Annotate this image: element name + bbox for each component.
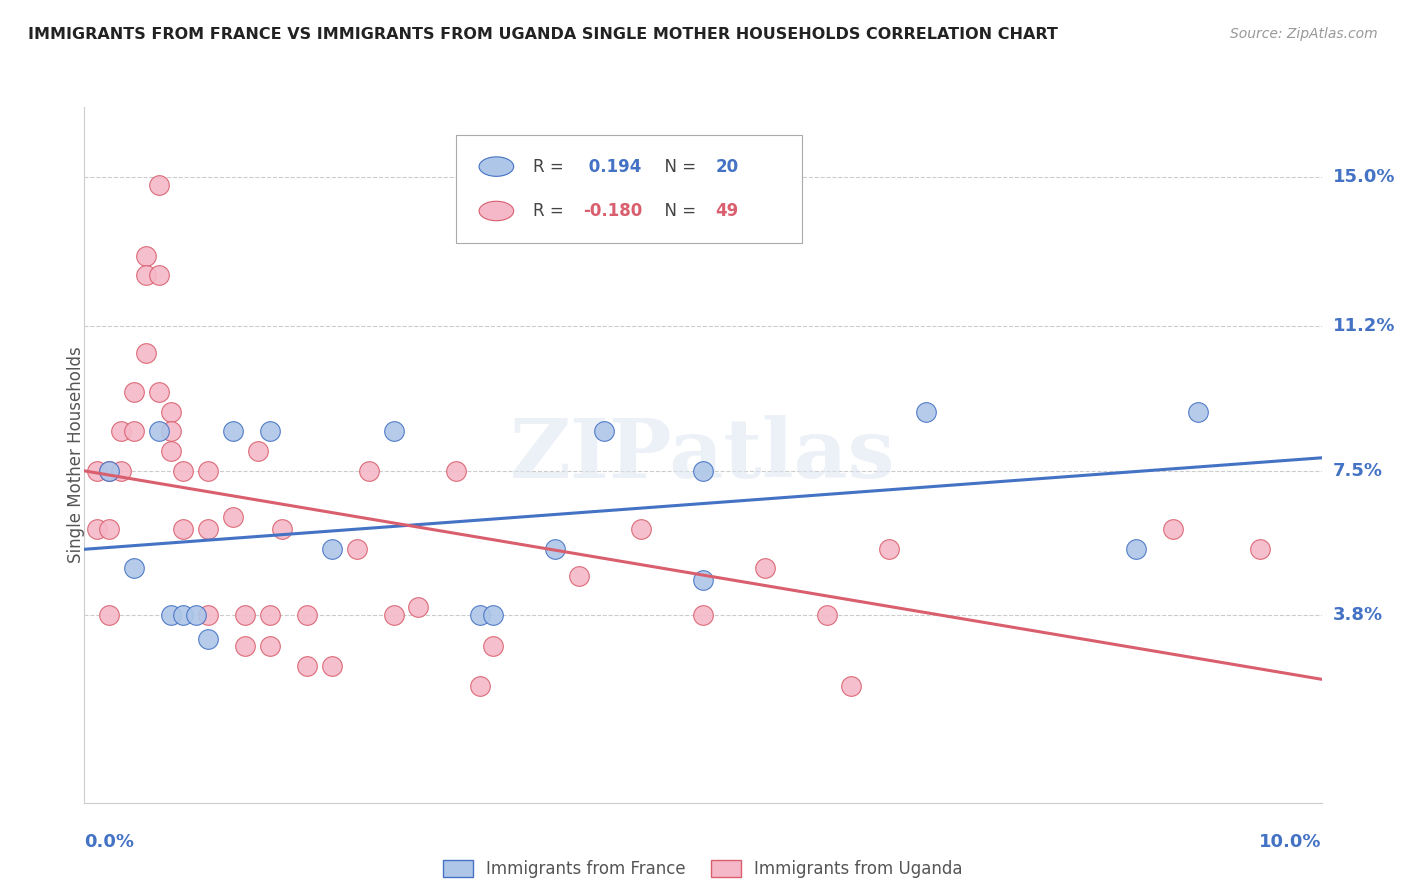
Text: N =: N =	[654, 202, 700, 220]
Point	[1125, 541, 1147, 556]
Point	[346, 541, 368, 556]
Text: 15.0%: 15.0%	[1333, 169, 1395, 186]
Point	[259, 425, 281, 439]
Point	[148, 178, 170, 193]
Point	[160, 425, 183, 439]
Point	[914, 405, 936, 419]
Point	[222, 425, 245, 439]
Point	[382, 608, 405, 623]
Point	[481, 640, 503, 654]
Point	[148, 425, 170, 439]
Point	[86, 464, 108, 478]
Text: -0.180: -0.180	[583, 202, 643, 220]
Point	[271, 522, 294, 536]
Point	[259, 640, 281, 654]
Text: IMMIGRANTS FROM FRANCE VS IMMIGRANTS FROM UGANDA SINGLE MOTHER HOUSEHOLDS CORREL: IMMIGRANTS FROM FRANCE VS IMMIGRANTS FRO…	[28, 27, 1057, 42]
Point	[295, 659, 318, 673]
Point	[295, 608, 318, 623]
Legend: Immigrants from France, Immigrants from Uganda: Immigrants from France, Immigrants from …	[436, 854, 970, 885]
Point	[593, 425, 616, 439]
Point	[98, 608, 121, 623]
Point	[122, 385, 145, 400]
Text: Source: ZipAtlas.com: Source: ZipAtlas.com	[1230, 27, 1378, 41]
Point	[815, 608, 838, 623]
Point	[444, 464, 467, 478]
Text: 11.2%: 11.2%	[1333, 317, 1395, 334]
Point	[841, 679, 863, 693]
Point	[172, 608, 194, 623]
Text: 20: 20	[716, 158, 738, 176]
Point	[160, 405, 183, 419]
Text: 0.0%: 0.0%	[84, 833, 135, 851]
Point	[135, 268, 157, 282]
Point	[357, 464, 380, 478]
Point	[160, 444, 183, 458]
Point	[122, 561, 145, 575]
Text: 49: 49	[716, 202, 738, 220]
Text: N =: N =	[654, 158, 700, 176]
Text: R =: R =	[533, 158, 569, 176]
Point	[135, 249, 157, 263]
Point	[1187, 405, 1209, 419]
Point	[259, 608, 281, 623]
Point	[122, 425, 145, 439]
Point	[197, 608, 219, 623]
Text: 10.0%: 10.0%	[1260, 833, 1322, 851]
Point	[135, 346, 157, 360]
Point	[148, 385, 170, 400]
Point	[481, 608, 503, 623]
Point	[408, 600, 430, 615]
Text: 3.8%: 3.8%	[1333, 607, 1384, 624]
Point	[754, 561, 776, 575]
Point	[877, 541, 900, 556]
Point	[110, 425, 132, 439]
FancyBboxPatch shape	[456, 135, 801, 243]
Point	[148, 268, 170, 282]
Text: ZIPatlas: ZIPatlas	[510, 415, 896, 495]
Point	[692, 464, 714, 478]
Point	[630, 522, 652, 536]
Circle shape	[479, 202, 513, 220]
Point	[1161, 522, 1184, 536]
Point	[568, 569, 591, 583]
Y-axis label: Single Mother Households: Single Mother Households	[67, 347, 84, 563]
Point	[470, 679, 492, 693]
Point	[246, 444, 269, 458]
Point	[172, 464, 194, 478]
Text: 0.194: 0.194	[583, 158, 641, 176]
Point	[692, 608, 714, 623]
Point	[86, 522, 108, 536]
Circle shape	[479, 157, 513, 177]
Point	[233, 608, 256, 623]
Point	[172, 522, 194, 536]
Point	[197, 522, 219, 536]
Point	[98, 464, 121, 478]
Point	[98, 522, 121, 536]
Point	[197, 632, 219, 646]
Point	[160, 608, 183, 623]
Point	[222, 510, 245, 524]
Point	[470, 608, 492, 623]
Text: 7.5%: 7.5%	[1333, 461, 1382, 480]
Point	[382, 425, 405, 439]
Point	[233, 640, 256, 654]
Point	[543, 541, 565, 556]
Text: R =: R =	[533, 202, 569, 220]
Point	[692, 573, 714, 587]
Point	[197, 464, 219, 478]
Point	[184, 608, 207, 623]
Point	[321, 541, 343, 556]
Point	[98, 464, 121, 478]
Point	[321, 659, 343, 673]
Point	[1249, 541, 1271, 556]
Point	[110, 464, 132, 478]
